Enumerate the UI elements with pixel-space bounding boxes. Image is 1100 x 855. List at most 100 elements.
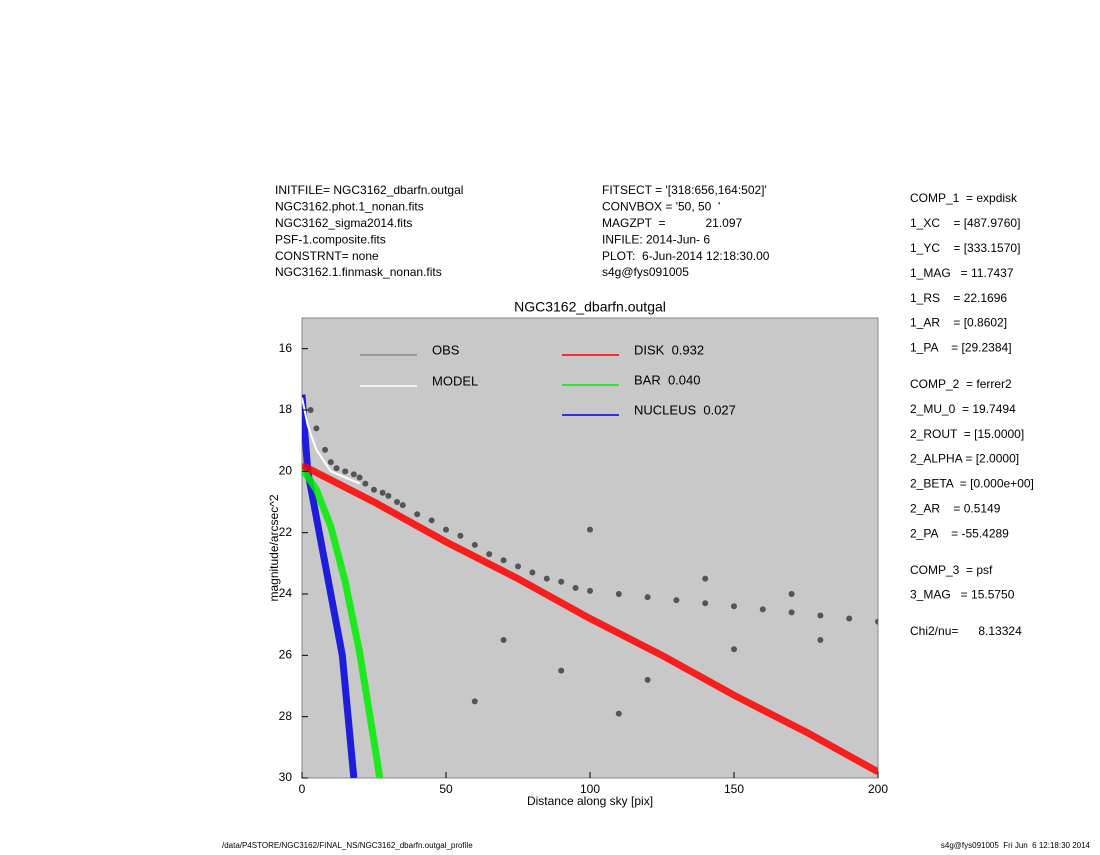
header-line: INFILE: 2014-Jun- 6 (602, 232, 710, 246)
obs-point (394, 499, 401, 505)
obs-point (644, 676, 651, 683)
x-tick-label: 150 (724, 782, 744, 796)
footer-stamp: s4g@fys091005 Fri Jun 6 12:18:30 2014 (941, 841, 1091, 850)
fit-parameter: 2_AR = 0.5149 (910, 501, 1001, 515)
obs-point (846, 615, 853, 622)
y-tick-label: 24 (279, 586, 293, 600)
obs-point (471, 541, 478, 548)
fit-parameter: 1_MAG = 11.7437 (910, 266, 1014, 280)
obs-point (788, 609, 795, 616)
obs-point (350, 471, 357, 478)
x-axis-label: Distance along sky [pix] (527, 794, 653, 808)
x-tick-label: 50 (439, 782, 453, 796)
fit-parameter: 2_BETA = [0.000e+00] (910, 477, 1034, 491)
plot-background (301, 317, 879, 779)
legend-label: OBS (432, 342, 460, 357)
component-band (302, 466, 384, 778)
obs-point (731, 646, 737, 653)
legend-label: NUCLEUS 0.027 (634, 402, 736, 417)
y-tick-label: 30 (279, 770, 293, 784)
obs-point (515, 563, 521, 570)
component-band (302, 462, 878, 775)
model-line (302, 397, 360, 485)
header-line: NGC3162.phot.1_nonan.fits (275, 200, 424, 214)
fit-parameter: COMP_1 = expdisk (910, 191, 1018, 205)
fit-parameter: 1_PA = [29.2384] (910, 341, 1012, 355)
obs-point (333, 465, 340, 472)
obs-point (371, 486, 377, 493)
obs-point (543, 575, 550, 582)
obs-point (379, 489, 386, 496)
y-tick-label: 16 (279, 341, 293, 355)
y-tick-label: 18 (279, 402, 293, 416)
header-line: CONSTRNT= none (275, 249, 379, 263)
fit-parameter: COMP_2 = ferrer2 (910, 377, 1012, 391)
fit-parameter: 1_AR = [0.8602] (910, 316, 1007, 330)
obs-point (615, 591, 622, 597)
fit-parameter: 1_RS = 22.1696 (910, 291, 1007, 305)
obs-point (644, 594, 651, 601)
fit-parameter: 1_YC = [333.1570] (910, 241, 1020, 255)
obs-point (702, 575, 709, 582)
y-tick-label: 20 (279, 464, 293, 478)
x-tick-label: 100 (580, 782, 600, 796)
obs-point (817, 637, 824, 643)
plot-area (302, 394, 878, 778)
obs-point (615, 710, 622, 717)
legend-label: BAR 0.040 (634, 372, 701, 387)
header-line: s4g@fys091005 (602, 265, 689, 279)
x-tick-label: 0 (299, 782, 306, 796)
obs-point (362, 480, 369, 487)
fit-parameter: 2_ROUT = [15.0000] (910, 427, 1024, 441)
footer-path: /data/P4STORE/NGC3162/FINAL_NS/NGC3162_d… (222, 841, 473, 850)
obs-point (414, 511, 421, 518)
obs-point (443, 526, 449, 533)
header-line: INITFILE= NGC3162_dbarfn.outgal (275, 183, 463, 197)
obs-point (572, 584, 579, 591)
header-line: MAGZPT = 21.097 (602, 216, 742, 230)
fit-parameter: 1_XC = [487.9760] (910, 216, 1020, 230)
obs-point (356, 474, 363, 481)
fit-parameter: Chi2/nu= 8.13324 (910, 624, 1022, 638)
obs-point (313, 425, 320, 432)
obs-point (500, 557, 507, 564)
y-tick-label: 26 (279, 648, 293, 662)
legend-label: DISK 0.932 (634, 342, 704, 357)
obs-point (399, 502, 406, 509)
obs-point (322, 446, 329, 453)
obs-point (471, 698, 478, 705)
fit-parameter: 2_PA = -55.4289 (910, 526, 1009, 540)
y-axis-label: magnitude/arcsec^2 (267, 494, 281, 601)
x-tick-label: 200 (868, 782, 888, 796)
obs-point (307, 407, 314, 413)
obs-point (529, 569, 536, 576)
fit-parameter: 3_MAG = 15.5750 (910, 588, 1015, 602)
header-line: PSF-1.composite.fits (275, 232, 386, 246)
obs-point (486, 551, 493, 558)
header-line: FITSECT = '[318:656,164:502]' (602, 183, 767, 197)
obs-point (673, 597, 680, 604)
obs-point (327, 459, 334, 466)
obs-point (457, 532, 464, 539)
header-line: PLOT: 6-Jun-2014 12:18:30.00 (602, 249, 770, 263)
header-line: CONVBOX = '50, 50 ' (602, 200, 720, 214)
component-band (302, 394, 358, 778)
obs-point (428, 517, 435, 524)
header-line: NGC3162.1.finmask_nonan.fits (275, 265, 442, 279)
obs-point (587, 587, 593, 594)
fit-parameter: COMP_3 = psf (910, 563, 993, 577)
obs-point (759, 606, 766, 613)
obs-point (342, 468, 349, 475)
obs-point (500, 637, 507, 643)
obs-point (875, 618, 878, 625)
obs-point (558, 667, 565, 674)
fit-parameter: 2_ALPHA = [2.0000] (910, 452, 1019, 466)
header-line: NGC3162_sigma2014.fits (275, 216, 412, 230)
fit-parameter: 2_MU_0 = 19.7494 (910, 402, 1016, 416)
chart-title: NGC3162_dbarfn.outgal (514, 299, 666, 315)
obs-point (385, 492, 392, 499)
obs-point (587, 526, 593, 533)
y-tick-label: 28 (279, 709, 293, 723)
